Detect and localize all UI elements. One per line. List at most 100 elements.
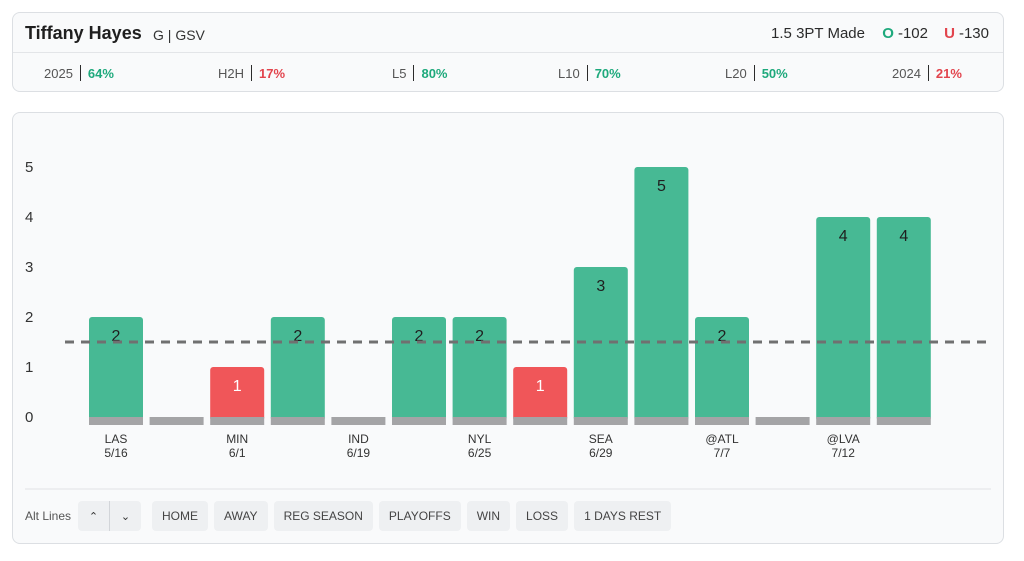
stat-value: 21% [935, 65, 962, 81]
x-tick-opponent: LAS [105, 432, 128, 446]
filter-home[interactable]: HOME [152, 501, 208, 531]
x-tick-date: 6/19 [347, 446, 371, 460]
bar-value-label: 1 [536, 378, 545, 395]
filter-away[interactable]: AWAY [214, 501, 268, 531]
y-tick-label: 2 [25, 309, 33, 326]
bar [876, 217, 931, 421]
x-tick-opponent: NYL [468, 432, 492, 446]
under-odds-value: -130 [958, 25, 989, 42]
filter-days-rest[interactable]: 1 DAYS REST [574, 501, 672, 531]
x-tick-date: 6/1 [229, 446, 246, 460]
x-tick-date: 6/29 [589, 446, 613, 460]
over-odds-value: -102 [897, 25, 928, 42]
bar-base [634, 417, 689, 425]
bar-value-label: 1 [233, 378, 242, 395]
stat-label: H2H [218, 65, 245, 81]
stat-divider [753, 65, 755, 81]
player-name: Tiffany Hayes [25, 23, 142, 43]
stat-2025: 2025 64% [44, 65, 114, 81]
bar-value-label: 2 [112, 328, 121, 345]
over-letter: O [882, 25, 894, 42]
stat-divider [413, 65, 415, 81]
bar [816, 217, 871, 421]
alt-lines-label: Alt Lines [25, 509, 72, 523]
filter-loss[interactable]: LOSS [516, 501, 569, 531]
bar-base [876, 417, 931, 425]
alt-line-down-button[interactable]: ⌄ [109, 501, 141, 531]
filter-reg-season[interactable]: REG SEASON [273, 501, 373, 531]
under-letter: U [944, 25, 955, 42]
filter-bar: HOME AWAY REG SEASON PLAYOFFS WIN LOSS 1… [152, 501, 672, 531]
stat-value: 70% [594, 65, 621, 81]
stat-value: 50% [761, 65, 788, 81]
bar [573, 267, 628, 421]
stat-label: 2024 [892, 65, 921, 81]
chevron-up-icon: ⌃ [88, 510, 99, 523]
bar [210, 367, 265, 421]
prop-line-label: 1.5 3PT Made [771, 25, 865, 42]
x-tick-opponent: @ATL [705, 432, 739, 446]
x-tick-date: 7/12 [832, 446, 856, 460]
x-tick-opponent: SEA [589, 432, 613, 446]
bar-base [392, 417, 446, 425]
game-log-chart-card: 0 1 2 3 4 5 2 1 2 2 2 1 3 5 2 4 4 LAS 5/16 MIN 6/1 IND 6/19 NYL… [12, 112, 1004, 544]
y-tick-label: 3 [25, 259, 33, 276]
stat-value: 64% [87, 65, 114, 81]
bar-value-label: 4 [839, 228, 848, 245]
bar-value-label: 4 [899, 228, 908, 245]
stat-divider [927, 65, 929, 81]
x-tick-opponent: MIN [226, 432, 248, 446]
stat-label: L5 [392, 65, 407, 81]
stat-h2h: H2H 17% [218, 65, 285, 81]
x-tick-date: 7/7 [714, 446, 731, 460]
stat-label: L10 [558, 65, 580, 81]
bar-base [573, 417, 628, 425]
bar-base [452, 417, 507, 425]
stat-l20: L20 50% [725, 65, 788, 81]
bar-base [755, 417, 810, 425]
header-top-row: Tiffany Hayes G | GSV 1.5 3PT Made O -102… [13, 13, 1003, 53]
stat-divider [586, 65, 588, 81]
stat-label: 2025 [44, 65, 73, 81]
bar-base [513, 417, 568, 425]
stat-l5: L5 80% [392, 65, 448, 81]
under-odds[interactable]: U -130 [944, 25, 989, 42]
bar-base [89, 417, 143, 425]
stat-value: 80% [421, 65, 448, 81]
bar-value-label: 2 [415, 328, 424, 345]
bar-base [331, 417, 386, 425]
bar-value-label: 5 [657, 178, 666, 195]
stat-divider [79, 65, 81, 81]
bar-base [816, 417, 871, 425]
alt-line-up-button[interactable]: ⌃ [78, 501, 109, 531]
player-position: G [153, 27, 164, 43]
y-tick-label: 1 [25, 359, 33, 376]
bar-base [270, 417, 325, 425]
stat-2024: 2024 21% [892, 65, 962, 81]
over-odds[interactable]: O -102 [882, 25, 928, 42]
player-prop-header: Tiffany Hayes G | GSV 1.5 3PT Made O -102… [12, 12, 1004, 92]
x-tick-date: 5/16 [104, 446, 128, 460]
bar-base [210, 417, 265, 425]
player-meta: G | GSV [153, 27, 205, 43]
bar-value-label: 2 [293, 328, 302, 345]
alt-lines-stepper: ⌃ ⌄ [78, 501, 141, 531]
filter-win[interactable]: WIN [466, 501, 511, 531]
stat-label: L20 [725, 65, 747, 81]
chevron-down-icon: ⌄ [120, 510, 131, 523]
bar [634, 167, 689, 421]
y-tick-label: 5 [25, 159, 33, 176]
bar-base [149, 417, 204, 425]
y-tick-label: 4 [25, 209, 33, 226]
x-tick-date: 6/25 [468, 446, 492, 460]
bar-value-label: 3 [596, 278, 605, 295]
player-team: GSV [175, 27, 205, 43]
bar [513, 367, 568, 421]
stat-l10: L10 70% [558, 65, 621, 81]
x-tick-opponent: @LVA [827, 432, 860, 446]
bar-base [695, 417, 749, 425]
stat-divider [251, 65, 253, 81]
filter-playoffs[interactable]: PLAYOFFS [378, 501, 461, 531]
stat-value: 17% [259, 65, 286, 81]
